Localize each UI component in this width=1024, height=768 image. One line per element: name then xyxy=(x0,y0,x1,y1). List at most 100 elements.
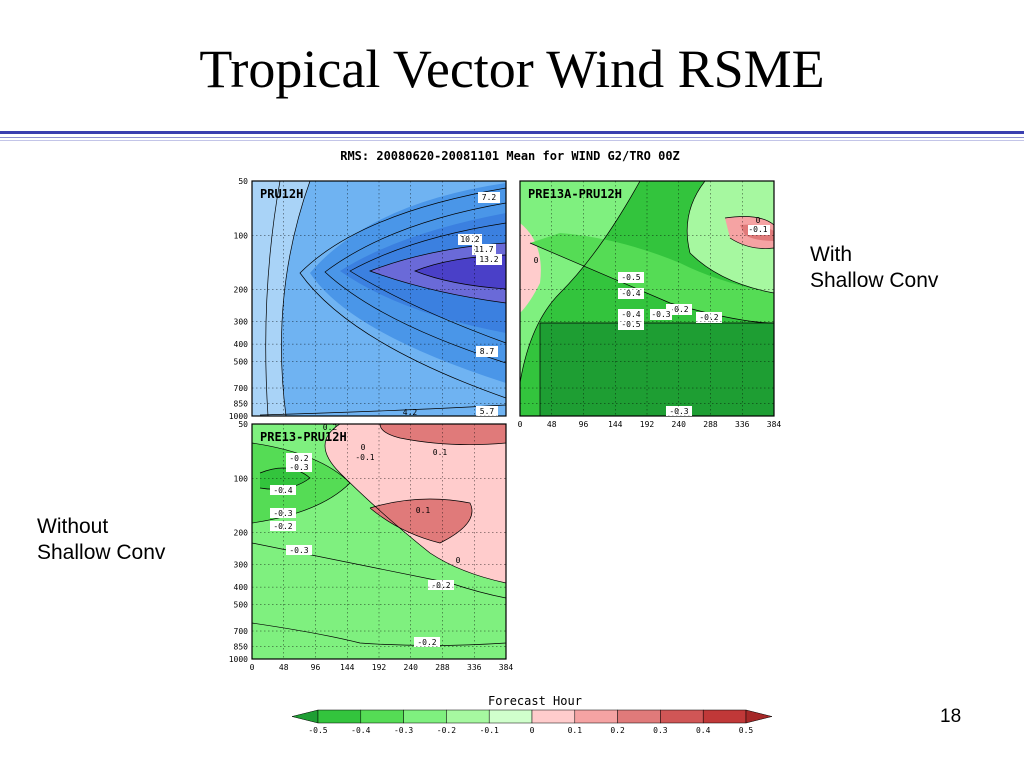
y-tick-label: 50 xyxy=(238,420,248,429)
x-tick-label: 96 xyxy=(579,420,589,429)
x-tick-label: 240 xyxy=(672,420,687,429)
pre13a-label-10: -0.3 xyxy=(669,407,688,416)
colorbar-swatch xyxy=(617,709,661,724)
colorbar-swatch xyxy=(317,709,362,724)
y-tick-label: 850 xyxy=(234,399,249,408)
pre13a-contour-5 xyxy=(724,216,774,249)
pre13a-label-9: -0.2 xyxy=(699,313,718,322)
colorbar-arrow-high xyxy=(745,709,773,724)
y-tick-label: 850 xyxy=(234,642,249,651)
pru12h-field-low xyxy=(252,181,310,416)
colorbar-swatch xyxy=(446,709,490,724)
colorbar-tick-label: 0.3 xyxy=(653,726,668,735)
pru12h-label-0: 7.2 xyxy=(482,193,497,202)
pre13a-label-4: -0.4 xyxy=(621,289,640,298)
x-tick-label: 0 xyxy=(250,663,255,672)
pre13-label-8: -0.2 xyxy=(273,522,292,531)
pre13a-contour-3 xyxy=(529,242,774,324)
pre13a-label-8: -0.3 xyxy=(651,310,670,319)
colorbar-tick-label: -0.3 xyxy=(394,726,413,735)
colorbar-tick-label: 0.5 xyxy=(739,726,754,735)
x-tick-label: 336 xyxy=(467,663,482,672)
pru12h-label-6: 4.2 xyxy=(403,408,418,417)
colorbar: -0.5 -0.4 -0.3 -0.2 -0.1 0 0.1 0.2 0.3 0.4 0.5 xyxy=(291,709,773,735)
pre13a-panel-label: PRE13A-PRU12H xyxy=(528,187,622,201)
x-tick-label: 192 xyxy=(372,663,387,672)
y-tick-label: 400 xyxy=(234,340,249,349)
colorbar-swatch xyxy=(360,709,404,724)
x-tick-label: 192 xyxy=(640,420,655,429)
title-divider-thin xyxy=(0,137,1024,138)
pre13-panel-label: PRE13-PRU12H xyxy=(260,430,347,444)
x-axis-title: Forecast Hour xyxy=(488,694,582,708)
x-tick-label: 144 xyxy=(340,663,355,672)
chart-title: RMS: 20080620-20081101 Mean for WIND G2/… xyxy=(340,149,680,163)
pru12h-contour-1 xyxy=(299,187,506,399)
x-tick-label: 144 xyxy=(608,420,623,429)
y-tick-label: 200 xyxy=(234,286,249,295)
colorbar-swatch xyxy=(660,709,704,724)
colorbar-tick-label: -0.4 xyxy=(351,726,370,735)
y-tick-label: 300 xyxy=(234,318,249,327)
panel-pru12h: PRU12H 7.2 10.2 11.7 13.2 8.7 5.7 4.2 xyxy=(251,180,507,417)
x-tick-label: 336 xyxy=(735,420,750,429)
label-with-line-2: Shallow Conv xyxy=(810,269,939,292)
pre13a-field-mid xyxy=(530,233,774,323)
pre13-label-4: -0.3 xyxy=(289,463,308,472)
y-tick-label: 700 xyxy=(234,627,249,636)
x-tick-label: 288 xyxy=(435,663,450,672)
y-tick-label: 100 xyxy=(234,474,249,483)
label-without-line-2: Shallow Conv xyxy=(37,541,166,564)
y-tick-label: 1000 xyxy=(229,412,248,421)
x-tick-label: 0 xyxy=(518,420,523,429)
label-with-shallow-conv: With Shallow Conv xyxy=(810,242,938,294)
y-tick-label: 100 xyxy=(234,231,249,240)
pre13-contour-1 xyxy=(324,424,506,584)
pre13-contour-labels: 0.2 0 -0.1 -0.2 -0.3 0.1 -0.4 -0.3 -0.2 … xyxy=(270,423,461,647)
pre13a-field-dark xyxy=(540,323,774,416)
pre13a-label-7: -0.5 xyxy=(621,320,640,329)
pre13-label-1: 0 xyxy=(361,443,366,452)
pre13a-label-1: -0.1 xyxy=(748,225,767,234)
pru12h-contour-2 xyxy=(324,202,506,364)
pru12h-contour-4 xyxy=(369,242,506,304)
pre13-label-13: -0.2 xyxy=(417,638,436,647)
pre13a-contour-1 xyxy=(520,181,641,384)
pru12h-contour-labels: 7.2 10.2 11.7 13.2 8.7 5.7 4.2 xyxy=(403,192,502,417)
pre13-label-11: 0 xyxy=(456,556,461,565)
pru12h-label-2: 11.7 xyxy=(474,245,493,254)
pre13a-contour-labels: 0 -0.1 0 -0.5 -0.4 -0.2 -0.4 -0.5 -0.3 -… xyxy=(534,216,770,416)
label-without-shallow-conv: Without Shallow Conv xyxy=(37,514,165,566)
x-tick-label: 48 xyxy=(547,420,557,429)
colorbar-swatch xyxy=(702,709,747,724)
y-tick-label: 400 xyxy=(234,583,249,592)
colorbar-tick-label: 0 xyxy=(530,726,535,735)
x-tick-label: 48 xyxy=(279,663,289,672)
pre13-label-2: -0.1 xyxy=(355,453,374,462)
page-number: 18 xyxy=(940,706,962,727)
colorbar-tick-label: -0.5 xyxy=(308,726,327,735)
pru12h-contour-3 xyxy=(349,222,506,344)
label-without-line-1: Without xyxy=(37,515,109,538)
y-tick-label: 200 xyxy=(234,529,249,538)
pre13-label-7: -0.3 xyxy=(273,509,292,518)
pru12h-label-4: 8.7 xyxy=(480,347,495,356)
pre13a-label-3: -0.5 xyxy=(621,273,640,282)
x-tick-label: 384 xyxy=(767,420,782,429)
colorbar-tick-label: 0.2 xyxy=(610,726,625,735)
pre13a-label-0: 0 xyxy=(756,216,761,225)
pru12h-label-5: 5.7 xyxy=(480,407,495,416)
y-tick-label: 300 xyxy=(234,561,249,570)
y-tick-label: 1000 xyxy=(229,655,248,664)
pru12h-label-3: 13.2 xyxy=(479,255,498,264)
pre13-label-5: 0.1 xyxy=(433,448,448,457)
y-tick-label: 500 xyxy=(234,358,249,367)
colorbar-tick-label: -0.2 xyxy=(437,726,456,735)
colorbar-tick-label: -0.1 xyxy=(480,726,499,735)
pre13a-contour-4 xyxy=(539,322,774,416)
pru12h-panel-label: PRU12H xyxy=(260,187,303,201)
pru12h-label-1: 10.2 xyxy=(460,235,479,244)
y-tick-label: 700 xyxy=(234,384,249,393)
panel-pre13a-minus-pru12h: PRE13A-PRU12H 0 -0.1 0 -0.5 -0.4 -0.2 -0… xyxy=(519,180,775,417)
